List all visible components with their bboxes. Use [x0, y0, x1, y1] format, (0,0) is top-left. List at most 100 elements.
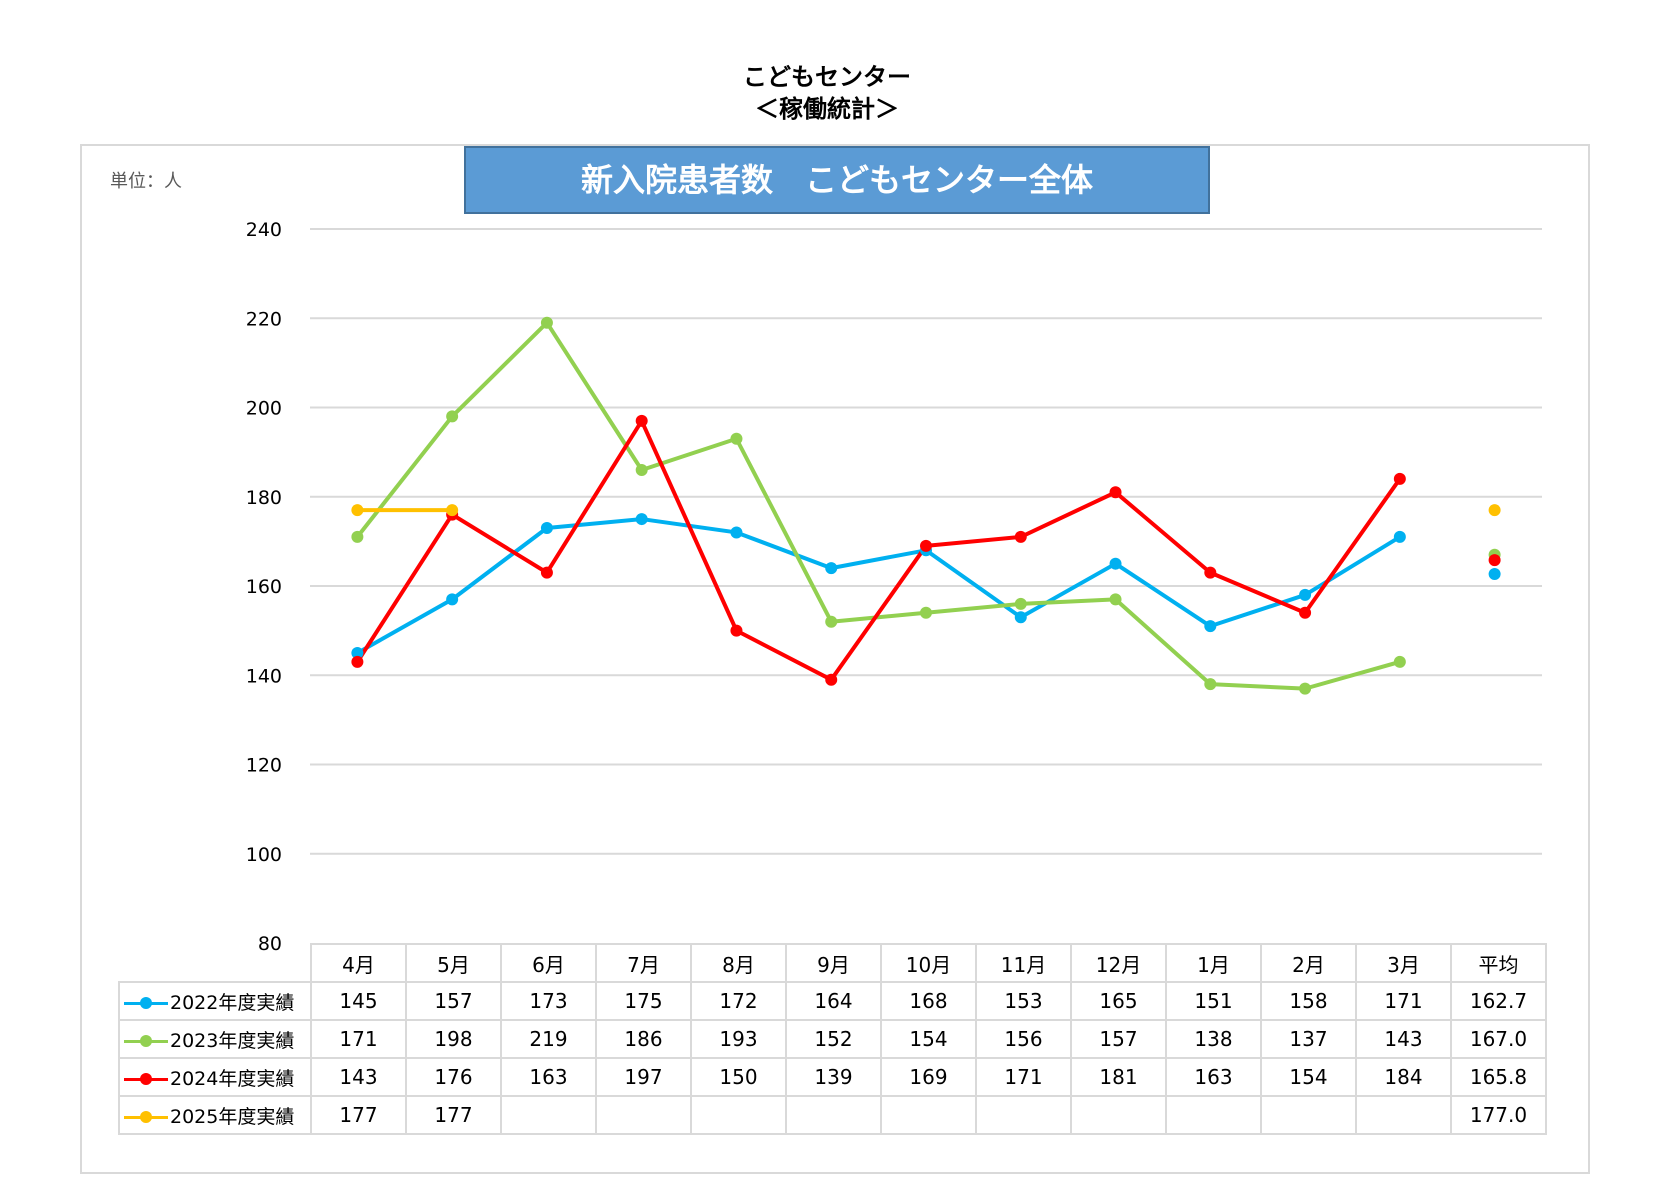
data-label — [880, 1095, 977, 1135]
unit-label: 単位：人 — [110, 171, 182, 192]
series-line-1 — [355, 320, 1401, 691]
data-label: 163 — [1165, 1057, 1262, 1097]
data-point — [1014, 611, 1027, 624]
data-point — [1299, 606, 1312, 619]
data-label: 152 — [785, 1019, 882, 1059]
data-point — [446, 593, 459, 606]
series-line-0 — [356, 517, 1401, 655]
data-point — [1204, 620, 1217, 633]
legend-entry: 2024年度実績 — [118, 1057, 312, 1097]
data-label: 177 — [405, 1095, 502, 1135]
data-label — [595, 1095, 692, 1135]
data-label: 168 — [880, 981, 977, 1021]
data-label: 197 — [595, 1057, 692, 1097]
data-label: 150 — [690, 1057, 787, 1097]
legend-key-icon — [124, 1073, 168, 1085]
data-point — [825, 615, 838, 628]
legend-key-icon — [124, 1035, 168, 1047]
gridlines — [310, 228, 1542, 855]
table-row: 2024年度実績 143 176 163 197 150 139 169 171 181 163 15… — [118, 1057, 1547, 1097]
legend-entry: 2023年度実績 — [118, 1019, 312, 1059]
legend-entry: 2025年度実績 — [118, 1095, 312, 1135]
x-tick-label: 8月 — [690, 943, 787, 983]
data-point — [1393, 472, 1406, 485]
x-tick-label: 平均 — [1450, 943, 1547, 983]
data-point — [635, 513, 648, 526]
y-tick-label: 140 — [246, 665, 282, 687]
x-tick-label: 9月 — [785, 943, 882, 983]
data-label: 145 — [310, 981, 407, 1021]
x-tick-label: 11月 — [975, 943, 1072, 983]
data-point — [635, 414, 648, 427]
data-point — [920, 606, 932, 619]
data-point — [825, 562, 838, 575]
data-label: 156 — [975, 1019, 1072, 1059]
legend-key-icon — [124, 1111, 168, 1123]
data-label: 138 — [1165, 1019, 1262, 1059]
data-label — [690, 1095, 787, 1135]
x-tick-label: 3月 — [1355, 943, 1452, 983]
average-value: 167.0 — [1450, 1019, 1547, 1059]
x-tick-label: 6月 — [500, 943, 597, 983]
data-label: 181 — [1070, 1057, 1167, 1097]
data-point — [825, 673, 838, 686]
data-label: 139 — [785, 1057, 882, 1097]
data-label: 143 — [1355, 1019, 1452, 1059]
x-tick-label: 12月 — [1070, 943, 1167, 983]
data-point — [1204, 566, 1217, 579]
data-label: 165 — [1070, 981, 1167, 1021]
data-label — [1070, 1095, 1167, 1135]
data-label: 184 — [1355, 1057, 1452, 1097]
average-value: 177.0 — [1450, 1095, 1547, 1135]
table-row: 2022年度実績 145 157 173 175 172 164 168 153 165 151 15… — [118, 981, 1547, 1021]
data-label: 137 — [1260, 1019, 1357, 1059]
data-point — [540, 566, 553, 579]
legend-key-icon — [124, 997, 168, 1009]
data-label: 143 — [310, 1057, 407, 1097]
table-row: 2023年度実績 171 198 219 186 193 152 154 156 157 138 13… — [118, 1019, 1547, 1059]
average-value: 165.8 — [1450, 1057, 1547, 1097]
page-title: こどもセンター — [743, 63, 911, 91]
data-point — [730, 624, 743, 637]
chart-frame — [80, 144, 1590, 1174]
average-point — [1488, 554, 1501, 567]
data-label: 186 — [595, 1019, 692, 1059]
data-label: 169 — [880, 1057, 977, 1097]
legend-label: 2025年度実績 — [170, 1105, 295, 1128]
data-point — [1204, 678, 1217, 691]
data-table: 4月 5月 6月 7月 8月 9月 10月 11月 12月 1月 2月 3月 平均 2022年度実績 145… — [118, 943, 1547, 1135]
data-label — [1260, 1095, 1357, 1135]
y-tick-label: 220 — [246, 308, 282, 330]
legend-label: 2023年度実績 — [170, 1029, 295, 1052]
y-tick-label: 180 — [246, 487, 282, 509]
data-point — [351, 504, 364, 517]
x-tick-label: 7月 — [595, 943, 692, 983]
data-label — [500, 1095, 597, 1135]
y-tick-label: 240 — [246, 219, 282, 241]
data-point — [446, 410, 459, 423]
data-point — [1299, 588, 1312, 601]
data-label: 157 — [405, 981, 502, 1021]
data-label: 158 — [1260, 981, 1357, 1021]
x-tick-label: 1月 — [1165, 943, 1262, 983]
data-point — [730, 432, 743, 445]
x-tick-label: 2月 — [1260, 943, 1357, 983]
page-subtitle: ＜稼働統計＞ — [755, 95, 899, 123]
data-point — [635, 463, 648, 476]
data-point — [730, 526, 743, 539]
data-label: 175 — [595, 981, 692, 1021]
data-label: 164 — [785, 981, 882, 1021]
data-point — [351, 655, 364, 668]
y-tick-label: 160 — [246, 576, 282, 598]
data-label: 173 — [500, 981, 597, 1021]
x-tick-label: 5月 — [405, 943, 502, 983]
data-label: 176 — [405, 1057, 502, 1097]
data-label: 154 — [880, 1019, 977, 1059]
x-tick-label: 10月 — [880, 943, 977, 983]
data-label: 157 — [1070, 1019, 1167, 1059]
legend-label: 2024年度実績 — [170, 1067, 295, 1090]
table-corner — [119, 944, 312, 983]
legend-label: 2022年度実績 — [170, 991, 295, 1014]
